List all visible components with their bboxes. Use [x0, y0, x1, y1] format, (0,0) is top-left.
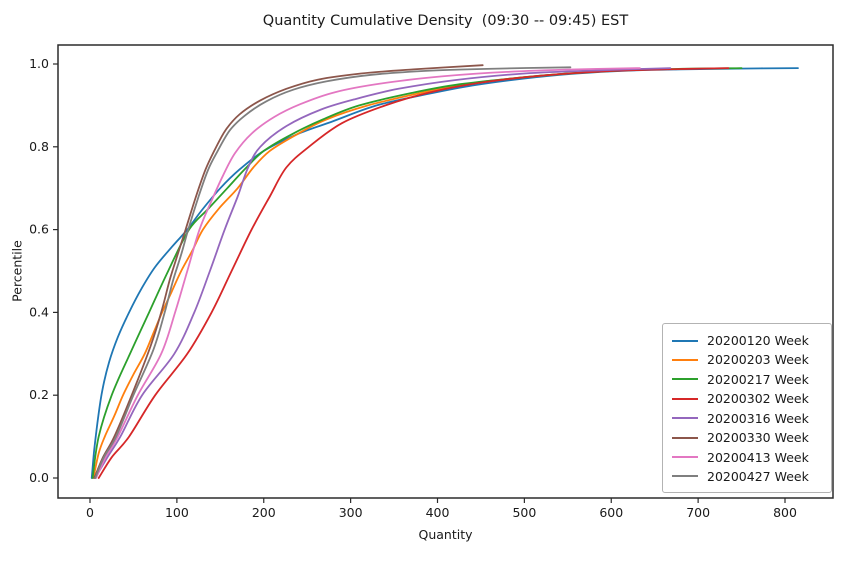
legend-line-sample	[672, 456, 698, 459]
x-tick-label: 100	[165, 505, 189, 520]
legend-line-sample	[672, 358, 698, 361]
x-axis-label: Quantity	[418, 527, 473, 542]
legend: 20200120 Week 20200203 Week 20200217 Week 2…	[662, 323, 832, 493]
legend-label: 20200316 Week	[707, 410, 809, 426]
y-tick-label: 0.2	[29, 387, 49, 402]
legend-label: 20200413 Week	[707, 449, 809, 465]
x-tick-label: 300	[339, 505, 363, 520]
x-tick-label: 400	[426, 505, 450, 520]
legend-item-20200330: 20200330 Week	[672, 428, 822, 447]
x-tick-label: 800	[773, 505, 797, 520]
x-tick-label: 500	[512, 505, 536, 520]
curve-20200316	[94, 67, 672, 479]
axes-spines	[57, 44, 834, 499]
legend-item-20200302: 20200302 Week	[672, 389, 822, 408]
legend-line-sample	[672, 378, 698, 381]
legend-item-20200427: 20200427 Week	[672, 467, 822, 486]
legend-item-20200217: 20200217 Week	[672, 370, 822, 389]
legend-label: 20200120 Week	[707, 333, 809, 348]
legend-line-sample	[672, 417, 698, 420]
legend-label: 20200427 Week	[707, 468, 809, 484]
x-tick-label: 200	[252, 505, 276, 520]
curve-20200427	[94, 66, 572, 479]
legend-label: 20200217 Week	[707, 371, 809, 387]
curve-20200413	[95, 67, 641, 479]
y-tick-label: 0.0	[29, 470, 49, 485]
x-tick-label: 600	[599, 505, 623, 520]
legend-line-sample	[672, 339, 698, 342]
curve-20200217	[91, 67, 743, 479]
chart-title: Quantity Cumulative Density (09:30 -- 09…	[262, 13, 629, 29]
legend-item-20200203: 20200203 Week	[672, 350, 822, 369]
legend-item-20200413: 20200413 Week	[672, 448, 822, 467]
legend-label: 20200330 Week	[707, 430, 809, 446]
legend-line-sample	[672, 397, 698, 400]
y-tick-label: 1.0	[29, 56, 49, 71]
curve-20200302	[97, 67, 730, 479]
legend-item-20200120: 20200120 Week	[672, 331, 822, 350]
legend-line-sample	[672, 475, 698, 478]
y-tick-label: 0.4	[29, 304, 49, 319]
curve-20200330	[93, 64, 484, 479]
legend-line-sample	[672, 436, 698, 439]
legend-label: 20200302 Week	[707, 391, 809, 407]
x-tick-label: 700	[686, 505, 710, 520]
legend-item-20200316: 20200316 Week	[672, 409, 822, 428]
x-tick-label: 0	[86, 505, 94, 520]
y-tick-label: 0.6	[29, 222, 49, 237]
curve-20200203	[92, 68, 647, 479]
y-tick-label: 0.8	[29, 139, 49, 154]
legend-label: 20200203 Week	[707, 352, 809, 368]
